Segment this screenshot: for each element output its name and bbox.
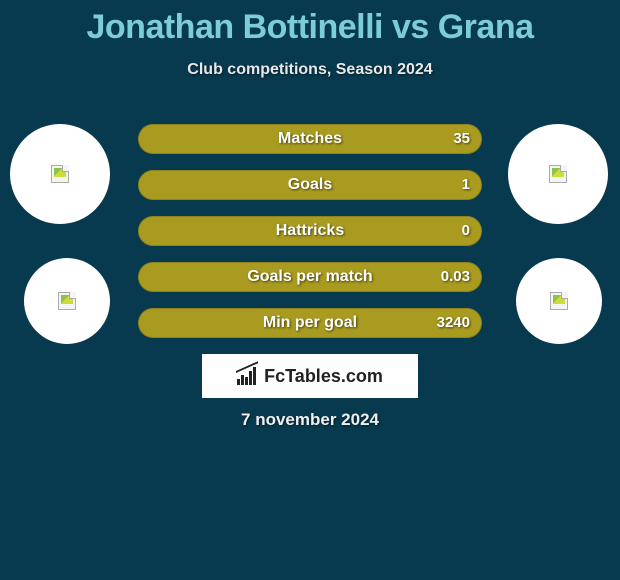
- stat-row: Hattricks 0: [138, 216, 482, 246]
- broken-image-icon: [550, 292, 568, 310]
- broken-image-icon: [51, 165, 69, 183]
- player2-photo: [508, 124, 608, 224]
- stat-row: Goals per match 0.03: [138, 262, 482, 292]
- stat-label: Goals per match: [138, 262, 482, 292]
- player1-photo: [10, 124, 110, 224]
- stat-label: Min per goal: [138, 308, 482, 338]
- stat-value-right: 1: [462, 170, 470, 200]
- stat-value-right: 0: [462, 216, 470, 246]
- comparison-title: Jonathan Bottinelli vs Grana: [0, 0, 620, 47]
- stat-label: Goals: [138, 170, 482, 200]
- branding-logo: FcTables.com: [202, 354, 418, 398]
- stat-label: Matches: [138, 124, 482, 154]
- subtitle: Club competitions, Season 2024: [0, 61, 620, 79]
- player1-name: Jonathan Bottinelli: [87, 8, 384, 46]
- stat-row: Goals 1: [138, 170, 482, 200]
- stats-bars: Matches 35 Goals 1 Hattricks 0 Goals per…: [138, 124, 482, 354]
- logo-chart-icon: [237, 367, 259, 385]
- broken-image-icon: [549, 165, 567, 183]
- vs-text: vs: [392, 8, 429, 46]
- stat-label: Hattricks: [138, 216, 482, 246]
- broken-image-icon: [58, 292, 76, 310]
- left-avatar-column: [10, 124, 120, 344]
- player1-club-logo: [24, 258, 110, 344]
- date-text: 7 november 2024: [0, 410, 620, 430]
- logo-text: FcTables.com: [264, 366, 383, 387]
- stat-value-right: 35: [453, 124, 470, 154]
- stat-value-right: 3240: [437, 308, 470, 338]
- stat-value-right: 0.03: [441, 262, 470, 292]
- right-avatar-column: [502, 124, 612, 344]
- stat-row: Matches 35: [138, 124, 482, 154]
- player2-name: Grana: [438, 8, 534, 46]
- player2-club-logo: [516, 258, 602, 344]
- stat-row: Min per goal 3240: [138, 308, 482, 338]
